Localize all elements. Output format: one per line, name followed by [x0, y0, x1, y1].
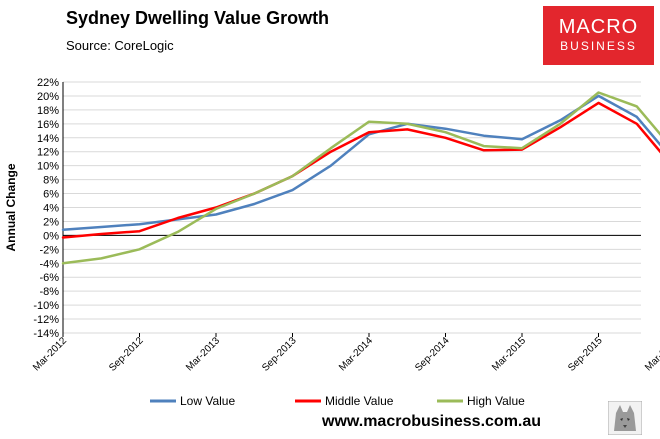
series-line-middle [61, 101, 660, 239]
logo-line-2: BUSINESS [560, 39, 637, 53]
macro-business-logo: MACRO BUSINESS [543, 6, 654, 65]
legend-label-middle: Middle Value [325, 394, 394, 408]
y-tick-label: 14% [37, 133, 59, 145]
chart-source: Source: CoreLogic [66, 38, 174, 53]
y-tick-label: 10% [37, 161, 59, 173]
y-tick-label: 2% [43, 216, 59, 228]
x-tick-label: Sep-2014 [413, 335, 452, 374]
chart-title: Sydney Dwelling Value Growth [66, 8, 330, 28]
legend-label-low: Low Value [180, 394, 235, 408]
y-tick-label: -4% [39, 258, 59, 270]
series-line-high [61, 91, 660, 265]
x-tick-label: Mar-2016 [643, 335, 660, 373]
legend-label-high: High Value [467, 394, 525, 408]
x-tick-label: Sep-2013 [260, 335, 299, 374]
y-tick-label: 22% [37, 77, 59, 89]
footer-url: www.macrobusiness.com.au [322, 413, 542, 430]
y-tick-label: 6% [43, 189, 59, 201]
y-tick-label: 20% [37, 91, 59, 103]
y-tick-label: 18% [37, 105, 59, 117]
y-tick-label: 4% [43, 203, 59, 215]
y-axis-label: Annual Change [4, 163, 18, 251]
y-tick-label: -12% [33, 314, 59, 326]
x-tick-label: Mar-2014 [337, 335, 375, 373]
y-tick-label: -6% [39, 272, 59, 284]
x-tick-label: Mar-2012 [31, 335, 69, 373]
x-tick-label: Sep-2012 [107, 335, 146, 374]
y-tick-label: 12% [37, 147, 59, 159]
x-tick-label: Mar-2015 [490, 335, 528, 373]
y-tick-label: 16% [37, 119, 59, 131]
x-tick-label: Sep-2015 [566, 335, 605, 374]
y-tick-label: -8% [39, 286, 59, 298]
y-tick-label: 0% [43, 230, 59, 242]
series-line-low [61, 94, 660, 232]
y-tick-label: -14% [33, 328, 59, 340]
x-tick-label: Mar-2013 [184, 335, 222, 373]
y-tick-label: -10% [33, 300, 59, 312]
logo-line-1: MACRO [558, 16, 639, 38]
wolf-logo-icon [608, 401, 642, 435]
y-tick-label: -2% [39, 244, 59, 256]
y-tick-label: 8% [43, 175, 59, 187]
